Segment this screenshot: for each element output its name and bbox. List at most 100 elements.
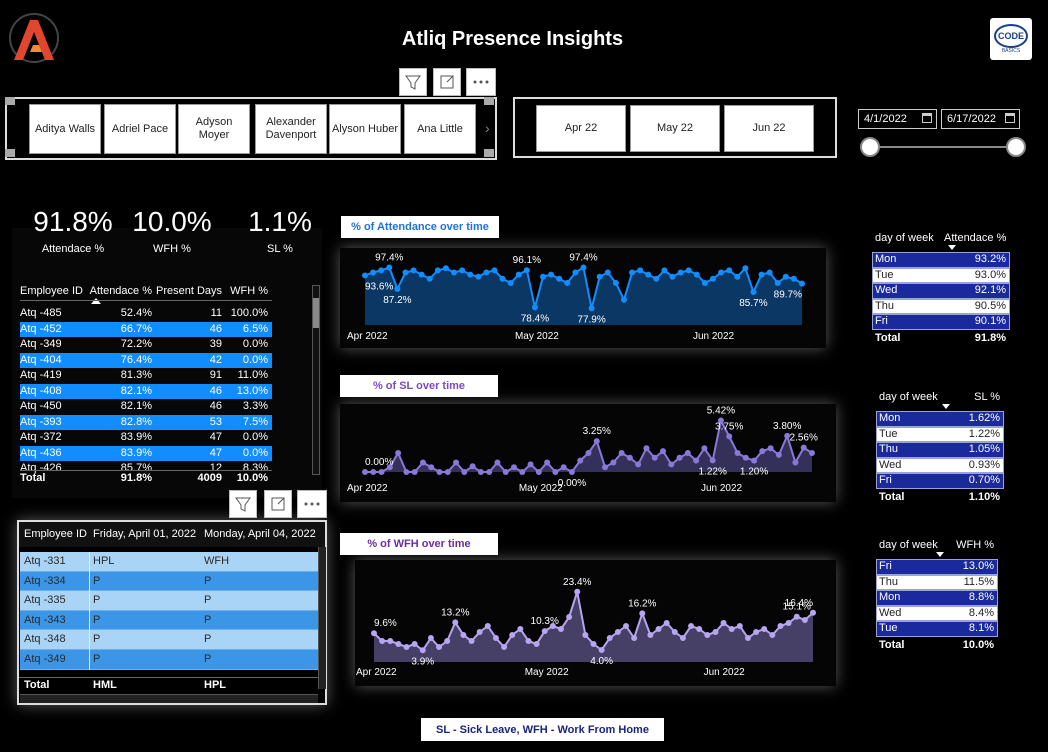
sort-indicator: [936, 552, 944, 557]
date-input[interactable]: 4/1/2022: [858, 109, 937, 129]
slicer-button[interactable]: Alyson Huber: [329, 104, 401, 154]
table-row: [876, 574, 998, 590]
date-text: 4/1/2022: [864, 113, 907, 125]
table-cell: 1.62%: [968, 412, 1000, 424]
total-cell: Total: [875, 331, 901, 344]
table-cell: P: [93, 613, 101, 626]
total-row: [19, 677, 318, 694]
scroll-thumb[interactable]: [313, 298, 319, 328]
atliq-logo: [9, 13, 59, 63]
table-row: [876, 605, 998, 621]
table-row: [876, 457, 1004, 473]
column-rule: [89, 552, 90, 572]
month-slicer: [513, 97, 837, 158]
table-cell: 47: [209, 446, 222, 459]
table-cell: 39: [209, 338, 222, 350]
table-cell: Atq -334: [24, 574, 66, 587]
row-highlight: [20, 352, 272, 368]
table-row: [872, 267, 1010, 283]
table-row: [20, 571, 318, 592]
table-cell: 82.1%: [120, 384, 152, 397]
table-cell: 47: [209, 431, 222, 443]
slicer-button[interactable]: Aditya Walls: [29, 104, 101, 154]
table-cell: 46: [209, 400, 222, 412]
table-cell: Tue: [879, 427, 898, 440]
focus-icon[interactable]: [264, 490, 292, 518]
total-cell: Total: [879, 490, 905, 503]
table-cell: 0.0%: [242, 446, 268, 459]
table-cell: Atq -450: [20, 400, 62, 412]
table-cell: 46: [209, 322, 222, 335]
total-cell: 10.0%: [962, 638, 994, 651]
selection-handle: [484, 97, 494, 105]
table-cell: 11.0%: [237, 369, 268, 381]
total-cell: HML: [93, 679, 117, 691]
table-row: [876, 590, 998, 606]
column-header: WFH %: [956, 539, 994, 551]
total-cell: HPL: [204, 679, 226, 691]
calendar-icon: [1005, 113, 1015, 123]
table-cell: Fri: [879, 560, 892, 572]
date-input[interactable]: 6/17/2022: [941, 109, 1020, 129]
date-slider-track: [870, 146, 1017, 148]
slicer-button[interactable]: Adyson Moyer: [178, 104, 250, 154]
more-icon[interactable]: [297, 490, 327, 518]
table-row: [20, 610, 318, 631]
scroll-arrow[interactable]: ›: [485, 120, 490, 136]
scrollbar[interactable]: [312, 285, 320, 475]
table-cell: P: [204, 653, 212, 665]
column-header: day of week: [875, 232, 934, 244]
focus-icon[interactable]: [433, 68, 461, 96]
table-row: [876, 411, 1004, 427]
row-highlight: [20, 321, 272, 337]
column-rule: [89, 630, 90, 650]
table-cell: 13.0%: [236, 384, 268, 397]
kpi-label: WFH %: [153, 243, 191, 255]
table-cell: P: [204, 613, 212, 626]
table-cell: 85.7%: [120, 462, 152, 474]
table-cell: 0.70%: [968, 474, 1000, 486]
slicer-button[interactable]: Alexander Davenport: [255, 104, 327, 154]
table-row: [876, 426, 1004, 442]
total-cell: Total: [24, 679, 50, 691]
header-row: [19, 522, 325, 547]
scrollbar[interactable]: [318, 547, 326, 689]
table-cell: 82.8%: [120, 415, 152, 428]
table-cell: Atq -348: [24, 633, 66, 646]
table-cell: 0.0%: [242, 353, 268, 366]
focus-glyph: [440, 75, 454, 89]
slicer-button[interactable]: Jun 22: [724, 105, 814, 152]
date-handle[interactable]: [1006, 137, 1026, 157]
slicer-button[interactable]: May 22: [630, 105, 720, 152]
brand-word: BASICS: [1001, 48, 1021, 54]
date-handle[interactable]: [860, 137, 880, 157]
more-icon[interactable]: [466, 68, 496, 96]
table-row: [20, 630, 318, 650]
calendar-icon: [922, 113, 932, 123]
slicer-button[interactable]: Apr 22: [536, 105, 626, 152]
column-rule: [89, 610, 90, 631]
table-cell: 83.9%: [120, 431, 152, 443]
slicer-button[interactable]: Ana Little: [404, 104, 476, 154]
table-cell: Atq -331: [24, 555, 66, 567]
filter-icon[interactable]: [229, 490, 257, 518]
focus-glyph: [271, 497, 285, 511]
column-header: Attendace %: [944, 232, 1006, 244]
column-rule: [89, 650, 90, 670]
table-cell: 1.05%: [968, 443, 1000, 455]
row-highlight: [20, 445, 272, 461]
total-cell: Total: [879, 638, 905, 651]
filter-icon[interactable]: [399, 68, 427, 96]
table-cell: Tue: [879, 622, 898, 634]
scrollbar[interactable]: [20, 694, 318, 703]
table-cell: P: [93, 633, 101, 646]
column-header: Employee ID: [20, 285, 83, 297]
selection-handle: [5, 149, 15, 157]
column-rule: [89, 571, 90, 592]
table-cell: 90.5%: [974, 299, 1006, 312]
slicer-button[interactable]: Adriel Pace: [104, 104, 176, 154]
sort-indicator: [942, 404, 950, 409]
table-cell: Atq -485: [20, 307, 62, 319]
table-cell: Atq -372: [20, 431, 62, 443]
table-cell: WFH: [204, 555, 230, 567]
